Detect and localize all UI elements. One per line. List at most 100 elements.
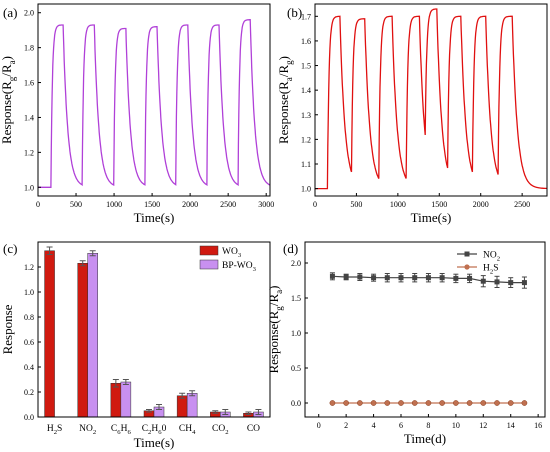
data-point-H2S [398, 400, 404, 406]
legend-label: BP-WO3​ [222, 261, 257, 273]
text-span: ) [0, 56, 14, 60]
x-tick-label: 12 [479, 421, 487, 430]
bar-WO3-0 [44, 250, 55, 418]
text-span: ) [266, 285, 281, 289]
subscript: a [7, 60, 17, 64]
data-point-NO2 [398, 275, 404, 281]
legend-swatch-BP-WO3 [199, 259, 219, 270]
x-tick-label: 2500 [220, 200, 236, 209]
y-tick-label: 0.0 [24, 413, 34, 422]
x-tick-label: 8 [426, 421, 430, 430]
y-tick-label: 1.3 [301, 111, 311, 120]
x-tick-label: 1000 [390, 200, 406, 209]
category-label: NO2​ [79, 424, 96, 436]
x-tick-label: 1500 [431, 200, 447, 209]
x-axis-title-b: Time(s) [411, 210, 452, 225]
category-label: CO [247, 424, 260, 434]
y-tick-label: 1.7 [301, 12, 311, 21]
subscript: 4 [192, 429, 196, 436]
data-point-NO2 [467, 275, 473, 281]
data-point-NO2 [384, 275, 390, 281]
x-tick-label: 4 [372, 421, 376, 430]
data-point-H2S [384, 400, 391, 406]
y-axis-title-b: Response(Ra​/Rg​) [276, 56, 294, 144]
y-axis-d: 0.0 0.5 1.0 1.5 2.0 [291, 259, 308, 408]
y-tick-label: 1.2 [24, 263, 34, 272]
panel-label-d: (d) [283, 241, 298, 256]
data-point-NO2 [412, 275, 418, 281]
subscript: 2 [93, 429, 96, 436]
y-tick-label: 0.8 [24, 313, 34, 322]
subscript: a [284, 77, 294, 81]
data-point-NO2 [371, 275, 377, 281]
subscript: 2 [225, 429, 228, 436]
x-tick-label: 2000 [182, 200, 198, 209]
data-point-NO2 [453, 275, 459, 281]
y-axis-a: 1.0 1.2 1.4 1.6 1.8 2.0 [24, 9, 41, 192]
y-tick-label: 1.4 [24, 113, 34, 122]
text-span: C [111, 424, 117, 434]
x-tick-label: 500 [70, 200, 82, 209]
x-tick-label: 1000 [106, 200, 122, 209]
y-tick-label: 1.0 [24, 288, 34, 297]
text-span: Response(R [276, 81, 291, 144]
x-axis-d: 0 2 4 6 8 10 12 14 16 [317, 414, 542, 430]
y-tick-label: 2.0 [291, 259, 301, 268]
y-axis-b: 1.0 1.1 1.2 1.3 1.4 1.5 1.6 1.7 [301, 12, 318, 194]
x-axis-title-d: Time(d) [404, 431, 446, 446]
category-label: C6​H6​ [111, 424, 132, 436]
y-tick-label: 1.2 [24, 148, 34, 157]
x-tick-label: 6 [399, 421, 403, 430]
subscript: g [274, 306, 284, 311]
text-span: S [57, 424, 62, 434]
text-span: S [493, 264, 498, 274]
data-point-H2S [453, 400, 459, 406]
category-label: CO2​ [212, 424, 229, 436]
data-point-H2S [480, 400, 487, 406]
data-point-H2S [425, 400, 432, 406]
text-span: WO [222, 247, 238, 257]
text-span: H [121, 424, 128, 434]
text-span: ) [276, 56, 291, 60]
data-point-H2S [466, 400, 473, 406]
subscript: 3 [253, 266, 257, 273]
text-span: /R [0, 64, 14, 77]
y-tick-label: 1.0 [291, 329, 301, 338]
text-span: Response(R [266, 310, 281, 373]
x-axis-b: 0 500 1000 1500 2000 2500 [313, 193, 530, 209]
text-span: Response(R [0, 81, 14, 144]
x-tick-label: 0 [317, 421, 321, 430]
series-line-b [315, 8, 548, 190]
data-point-H2S [329, 400, 336, 406]
data-point-H2S [411, 400, 418, 406]
legend-label: H2​S [483, 264, 499, 276]
y-tick-label: 0.4 [24, 363, 34, 372]
text-span: CO [247, 424, 260, 434]
data-point-H2S [439, 400, 445, 406]
data-point-NO2 [508, 280, 514, 286]
plot-frame-d [304, 241, 546, 418]
y-tick-label: 2.0 [24, 9, 34, 18]
y-tick-label: 0.6 [24, 338, 34, 347]
category-label: C2​H6​0 [142, 424, 167, 436]
panel-label-b: (b) [287, 5, 302, 20]
series-d [329, 272, 528, 406]
bar-WO3-1 [77, 263, 88, 418]
bar-BP-WO3-2 [120, 381, 132, 418]
y-tick-label: 1.2 [301, 135, 311, 144]
x-tick-label: 10 [452, 421, 460, 430]
data-point-NO2 [357, 274, 363, 280]
x-tick-label: 2500 [514, 200, 530, 209]
y-axis-title-d: Response(Rg​/Ra​) [266, 285, 284, 373]
plot-frame-a [37, 3, 271, 197]
legend-d: NO2​H2​S [457, 251, 500, 276]
y-tick-label: 1.5 [291, 294, 301, 303]
subscript: 6 [117, 429, 121, 436]
data-point-H2S [507, 400, 514, 406]
subscript: 2 [490, 268, 493, 275]
category-label: CH4​ [179, 424, 196, 436]
text-span: /R [266, 294, 281, 307]
bar-BP-WO3-4 [186, 393, 198, 418]
subscript: 6 [158, 429, 162, 436]
data-point-NO2 [480, 278, 486, 284]
